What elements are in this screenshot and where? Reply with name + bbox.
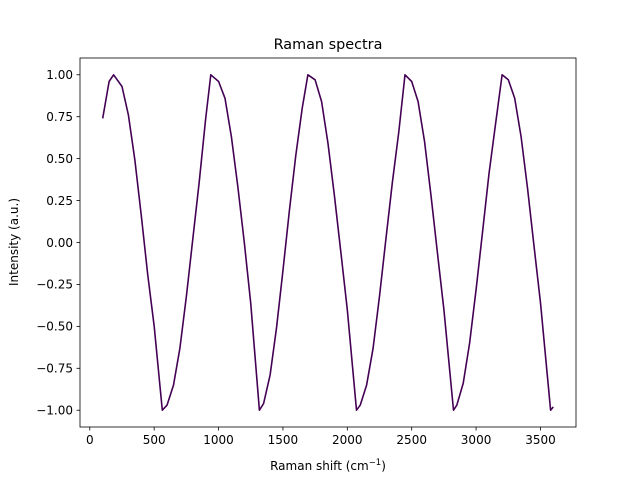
y-tick-label: −0.25 [36,278,73,292]
x-axis-ticks: 0 500 1000 1500 2000 2500 3000 3500 [86,427,556,447]
series-line-0 [101,74,554,412]
y-tick-label: 0.75 [46,110,73,124]
x-axis-label: Raman shift (cm−1) [270,458,386,473]
x-tick-label: 500 [143,433,166,447]
x-tick-label: 1500 [268,433,299,447]
x-tick-label: 2500 [396,433,427,447]
y-tick-label: 0.00 [46,236,73,250]
y-tick-label: 0.25 [46,194,73,208]
x-tick-label: 3000 [461,433,492,447]
x-tick-label: 0 [86,433,94,447]
y-tick-label: 0.50 [46,152,73,166]
x-axis-label-main: Raman shift (cm [270,459,369,473]
y-axis-ticks: −1.00 −0.75 −0.50 −0.25 0.00 0.25 0.50 0.75 1.00 [36,68,80,418]
chart-title: Raman spectra [274,37,383,53]
y-tick-label: −0.50 [36,320,73,334]
x-tick-label: 3500 [525,433,556,447]
x-axis-label-tail: ) [381,459,386,473]
y-tick-label: 1.00 [46,68,73,82]
y-tick-label: −1.00 [36,404,73,418]
y-tick-label: −0.75 [36,362,73,376]
x-tick-label: 1000 [203,433,234,447]
plot-area [101,74,554,412]
y-axis-label: Intensity (a.u.) [7,198,21,286]
x-axis-label-superscript: −1 [369,458,382,468]
x-tick-label: 2000 [332,433,363,447]
